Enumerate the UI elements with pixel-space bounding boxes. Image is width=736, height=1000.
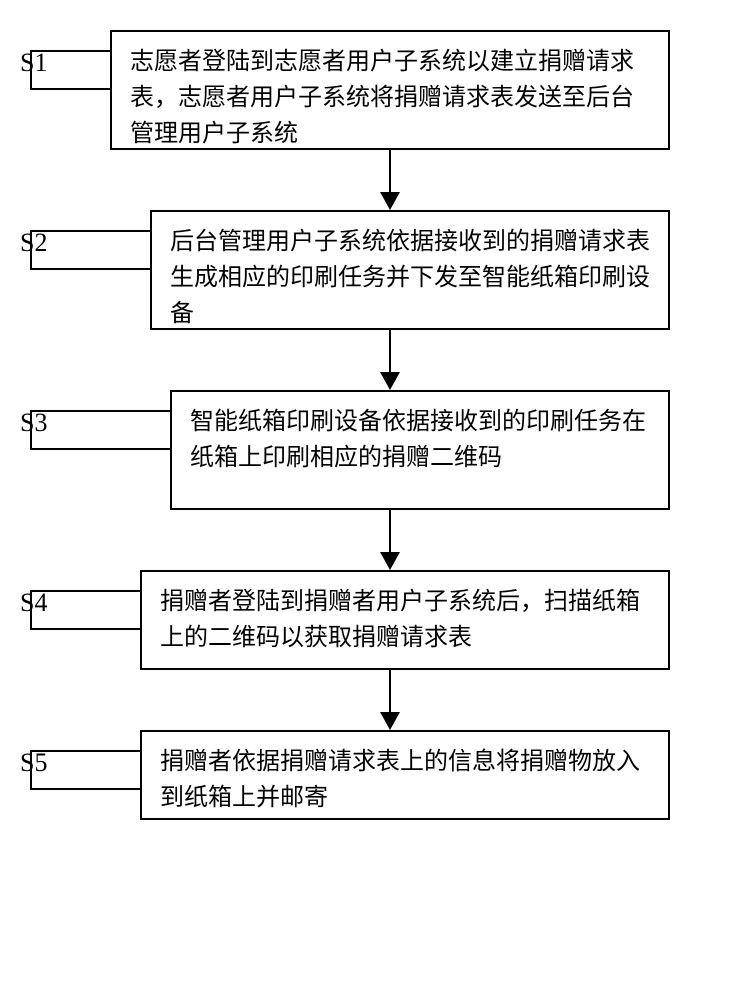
step-box-s1: 志愿者登陆到志愿者用户子系统以建立捐赠请求表，志愿者用户子系统将捐赠请求表发送至…: [110, 30, 670, 150]
flowchart-container: S1 志愿者登陆到志愿者用户子系统以建立捐赠请求表，志愿者用户子系统将捐赠请求表…: [110, 30, 670, 820]
step-box-s3: 智能纸箱印刷设备依据接收到的印刷任务在纸箱上印刷相应的捐赠二维码: [170, 390, 670, 510]
arrow-s1-s2: [110, 150, 670, 210]
connector-s2: [30, 230, 150, 270]
step-label-s3: S3: [20, 408, 47, 438]
step-text-s3: 智能纸箱印刷设备依据接收到的印刷任务在纸箱上印刷相应的捐赠二维码: [190, 409, 646, 471]
arrow-s4-s5: [110, 670, 670, 730]
connector-s3: [30, 410, 170, 450]
step-text-s5: 捐赠者依据捐赠请求表上的信息将捐赠物放入到纸箱上并邮寄: [160, 749, 640, 811]
step-text-s4: 捐赠者登陆到捐赠者用户子系统后，扫描纸箱上的二维码以获取捐赠请求表: [160, 589, 640, 651]
step-label-s4: S4: [20, 588, 47, 618]
step-text-s1: 志愿者登陆到志愿者用户子系统以建立捐赠请求表，志愿者用户子系统将捐赠请求表发送至…: [130, 49, 634, 147]
step-label-s1: S1: [20, 48, 47, 78]
arrow-s2-s3: [110, 330, 670, 390]
step-box-s2: 后台管理用户子系统依据接收到的捐赠请求表生成相应的印刷任务并下发至智能纸箱印刷设…: [150, 210, 670, 330]
step-label-s2: S2: [20, 228, 47, 258]
step-label-s5: S5: [20, 748, 47, 778]
step-box-s4: 捐赠者登陆到捐赠者用户子系统后，扫描纸箱上的二维码以获取捐赠请求表: [140, 570, 670, 670]
step-text-s2: 后台管理用户子系统依据接收到的捐赠请求表生成相应的印刷任务并下发至智能纸箱印刷设…: [170, 229, 650, 327]
step-box-s5: 捐赠者依据捐赠请求表上的信息将捐赠物放入到纸箱上并邮寄: [140, 730, 670, 820]
arrow-s3-s4: [110, 510, 670, 570]
